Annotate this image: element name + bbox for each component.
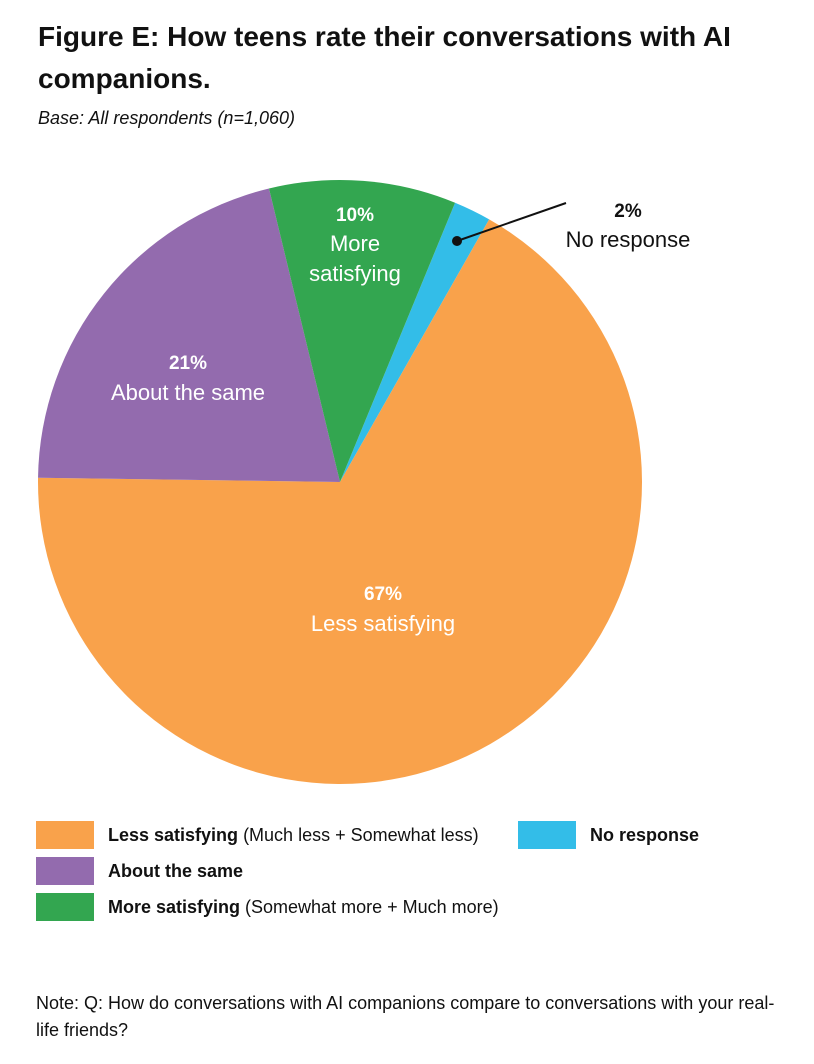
slice-label-no-response-name: No response — [566, 227, 691, 252]
legend-name-more: More satisfying — [108, 896, 241, 917]
pie-slice-no-response — [340, 202, 490, 483]
chart-legend: Less satisfying (Much less + Somewhat les… — [36, 820, 776, 930]
legend-detail-more: (Somewhat more + Much more) — [245, 896, 499, 917]
pie-slice-same — [38, 188, 340, 482]
legend-item-no-response: No response — [518, 820, 699, 850]
legend-swatch-less — [36, 821, 94, 849]
no-response-callout — [452, 202, 567, 246]
chart-title: Figure E: How teens rate their conversat… — [38, 21, 731, 94]
legend-swatch-no-response — [518, 821, 576, 849]
legend-swatch-same — [36, 857, 94, 885]
pie-slice-less — [38, 219, 643, 784]
slice-label-more-line1: More — [330, 231, 380, 256]
slice-label-less-name: Less satisfying — [311, 611, 455, 636]
legend-name-less: Less satisfying — [108, 824, 239, 845]
pie-slice-more — [268, 180, 456, 483]
chart-note: Note: Q: How do conversations with AI co… — [36, 993, 775, 1040]
slice-label-same-name: About the same — [111, 380, 265, 405]
legend-item-less: Less satisfying (Much less + Somewhat les… — [36, 820, 479, 850]
legend-detail-less: (Much less + Somewhat less) — [243, 824, 479, 845]
legend-item-more: More satisfying (Somewhat more + Much mor… — [36, 892, 499, 922]
slice-label-same-pct: 21% — [169, 353, 207, 374]
slice-label-less-pct: 67% — [364, 584, 402, 605]
slice-label-more-line2: satisfying — [309, 261, 401, 286]
callout-leader-dot — [452, 236, 462, 246]
slice-label-more-pct: 10% — [336, 205, 374, 226]
legend-name-no-response: No response — [590, 824, 700, 845]
pie-chart: 10% More satisfying 21% About the same 6… — [38, 180, 690, 784]
legend-swatch-more — [36, 893, 94, 921]
legend-item-same: About the same — [36, 856, 243, 886]
pie-slices — [38, 180, 643, 784]
chart-subtitle: Base: All respondents (n=1,060) — [38, 108, 295, 128]
legend-name-same: About the same — [108, 860, 244, 881]
slice-label-no-response-pct: 2% — [614, 201, 642, 222]
pie-labels: 10% More satisfying 21% About the same 6… — [111, 201, 690, 636]
callout-leader-line — [456, 202, 567, 242]
